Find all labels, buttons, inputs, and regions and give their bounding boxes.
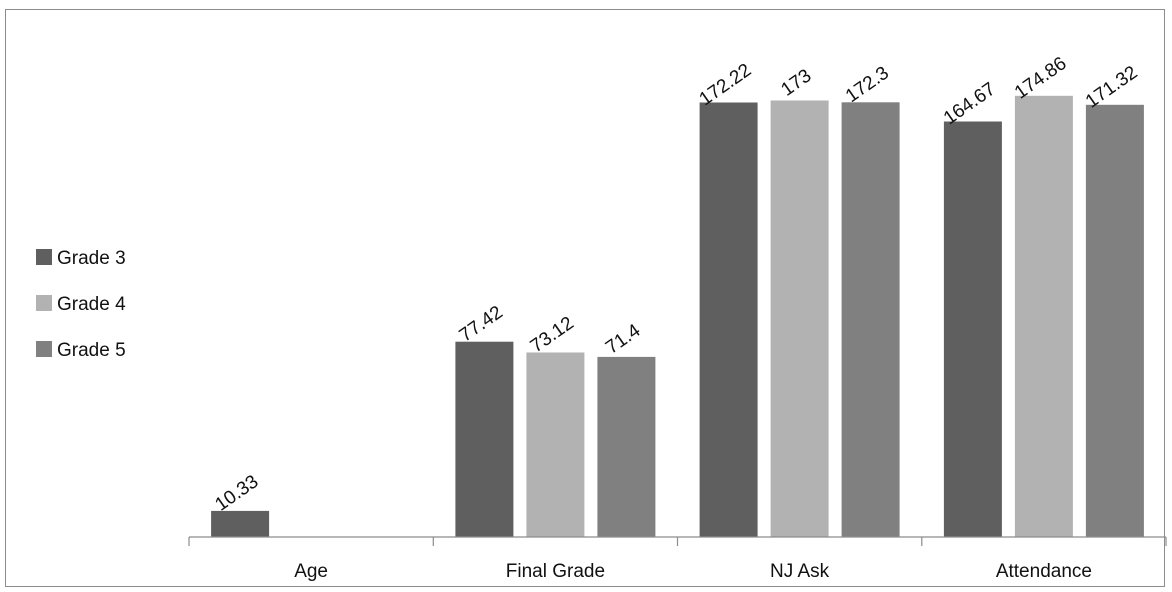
data-label: 73.12: [527, 313, 578, 357]
data-label: 77.42: [456, 302, 507, 346]
bar: [211, 510, 270, 537]
data-label: 172.3: [842, 63, 893, 107]
bar: [1085, 104, 1144, 538]
legend-swatch: [36, 341, 52, 357]
bar: [770, 100, 829, 537]
bar: [526, 352, 585, 537]
bar: [943, 121, 1002, 537]
x-tick-label: Attendance: [996, 561, 1092, 582]
x-tick-label: Age: [294, 561, 328, 582]
legend-swatch: [36, 295, 52, 311]
data-label: 71.4: [602, 320, 645, 359]
legend-label: Grade 3: [57, 248, 126, 269]
bar: [841, 102, 900, 538]
x-tick-label: NJ Ask: [770, 561, 830, 582]
legend-label: Grade 4: [57, 294, 126, 315]
data-label: 10.33: [211, 471, 262, 515]
data-label: 173: [777, 65, 815, 100]
bar: [1014, 95, 1073, 538]
bar: [455, 341, 514, 537]
legend-label: Grade 5: [57, 340, 126, 361]
x-tick-label: Final Grade: [506, 561, 605, 582]
bar: [699, 102, 758, 537]
bar: [597, 356, 656, 537]
legend-swatch: [36, 249, 52, 265]
